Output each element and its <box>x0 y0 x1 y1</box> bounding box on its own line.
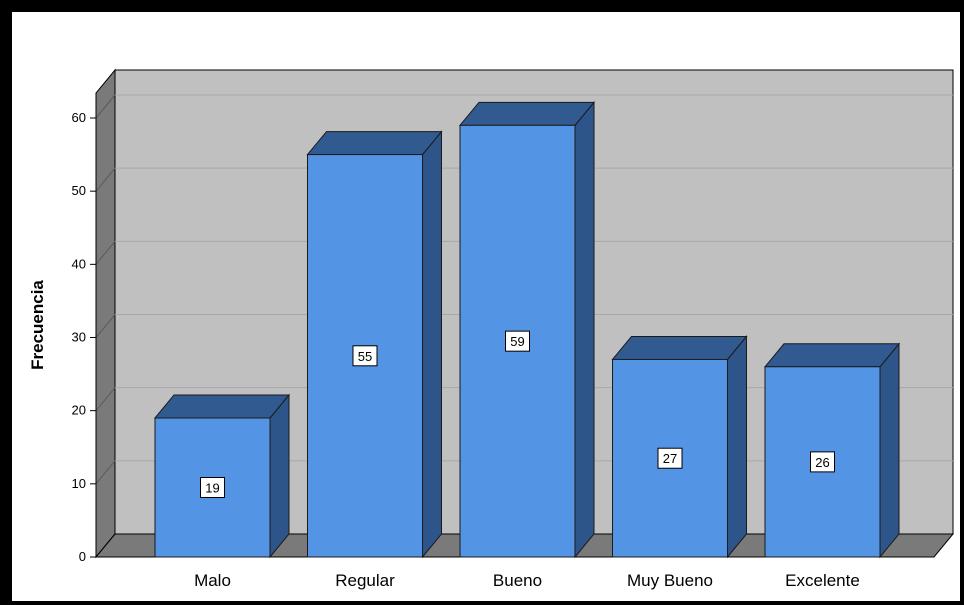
y-axis-label: Frecuencia <box>28 280 47 370</box>
x-tick-label: Malo <box>194 571 231 590</box>
y-tick-label: 20 <box>72 403 86 418</box>
gridline-wall <box>95 314 116 338</box>
gridline-wall <box>95 241 116 265</box>
bar-side <box>574 100 595 559</box>
y-tick-label: 0 <box>79 549 86 564</box>
gridline-wall <box>95 94 116 119</box>
data-label: 26 <box>815 455 829 470</box>
bars: 19 55 59 27 26 <box>153 100 901 559</box>
gridline-wall <box>95 387 116 411</box>
bar-top <box>306 131 443 156</box>
bar-malo: 19 <box>153 393 291 559</box>
bar-side <box>727 335 747 559</box>
y-tick-label: 60 <box>72 110 86 125</box>
bar-top <box>611 335 748 360</box>
bar-regular: 55 <box>306 130 443 559</box>
y-tick-label: 30 <box>72 330 86 345</box>
bar-top <box>153 394 291 419</box>
bar-top <box>458 101 596 126</box>
bar-side <box>422 130 442 559</box>
bar-side <box>269 393 290 559</box>
x-tick-label: Regular <box>335 571 395 590</box>
x-tick-label: Excelente <box>785 571 860 590</box>
data-label-box <box>810 451 835 473</box>
y-axis: 0 10 20 30 40 50 60 <box>72 93 97 564</box>
x-axis: Malo Regular Bueno Muy Bueno Excelente <box>194 571 860 590</box>
bar-excelente: 26 <box>763 342 901 559</box>
y-tick-label: 40 <box>72 256 86 271</box>
data-label-box <box>200 476 225 498</box>
plot-left-wall <box>95 68 116 559</box>
y-tick-label: 10 <box>72 476 86 491</box>
x-tick-label: Bueno <box>493 571 542 590</box>
bar-bueno: 59 <box>458 100 596 559</box>
bar-side <box>879 342 900 559</box>
bar-front <box>307 154 423 558</box>
data-label-box <box>352 345 378 367</box>
data-label-box <box>657 447 683 469</box>
data-label: 59 <box>510 334 524 349</box>
data-label: 27 <box>663 451 677 466</box>
bar-muy-bueno: 27 <box>611 335 748 559</box>
gridline-wall <box>95 460 116 485</box>
gridline-wall <box>95 167 116 192</box>
y-tick-label: 50 <box>72 183 86 198</box>
x-tick-label: Muy Bueno <box>627 571 713 590</box>
data-label: 55 <box>358 349 372 364</box>
data-label: 19 <box>205 480 219 495</box>
data-label-box <box>505 330 530 352</box>
bar-top <box>763 343 901 368</box>
